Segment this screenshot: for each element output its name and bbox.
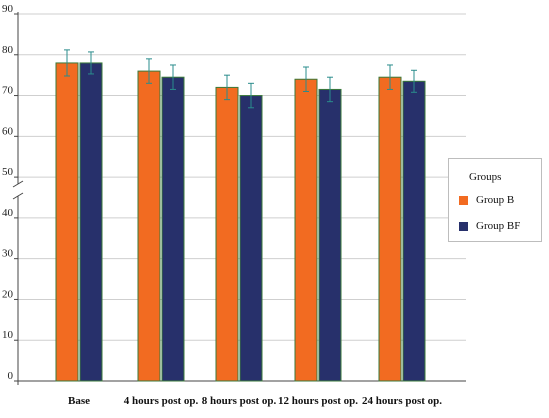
axis-break-mark: [12, 192, 24, 200]
bar-group-bf: [161, 76, 185, 382]
legend-swatch-group-bf: [459, 221, 468, 231]
bar-group-b: [378, 76, 402, 382]
legend-label-group-b: Group B: [476, 194, 515, 206]
y-tick-label: 40: [2, 207, 14, 219]
x-tick-label: 24 hours post op.: [362, 395, 442, 407]
bar-group-bf: [239, 95, 263, 382]
axis-break-mark: [12, 180, 24, 188]
x-tick-label: Base: [68, 395, 90, 407]
y-tick-label: 70: [2, 85, 14, 97]
legend-title: Groups: [469, 171, 502, 183]
y-tick-label: 20: [2, 288, 14, 300]
x-tick-label: 4 hours post op.: [124, 395, 199, 407]
y-tick-label: 90: [2, 3, 14, 15]
y-tick-label: 80: [2, 44, 14, 56]
bar-group-bf: [402, 80, 426, 382]
legend-item-group-b: Group B: [459, 193, 514, 207]
x-tick-label: 8 hours post op.: [202, 395, 277, 407]
y-tick-label: 10: [2, 329, 14, 341]
x-tick-label: 12 hours post op.: [278, 395, 358, 407]
legend-label-group-bf: Group BF: [476, 220, 521, 232]
bar-group-b: [137, 70, 161, 382]
bar-group-bf: [318, 88, 342, 382]
y-tick-label: 0: [8, 370, 14, 382]
y-tick-label: 60: [2, 125, 14, 137]
y-tick-label: 30: [2, 248, 14, 260]
legend-swatch-group-b: [459, 195, 468, 205]
y-tick-label: 50: [2, 166, 14, 178]
bar-group-b: [55, 62, 79, 382]
bar-group-b: [294, 78, 318, 382]
bar-group-bf: [79, 62, 103, 382]
bar-group-b: [215, 86, 239, 382]
legend-item-group-bf: Group BF: [459, 219, 520, 233]
legend: Groups Group B Group BF: [448, 158, 542, 242]
